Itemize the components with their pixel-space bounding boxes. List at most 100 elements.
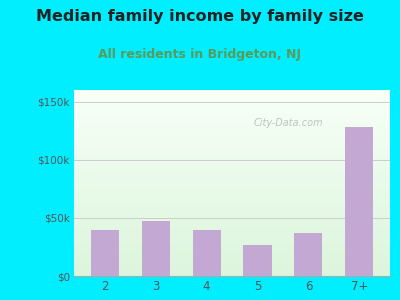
Bar: [74, 90, 390, 92]
Bar: [74, 105, 390, 107]
Bar: [74, 109, 390, 110]
Bar: [74, 213, 390, 214]
Bar: [74, 96, 390, 98]
Bar: [74, 230, 390, 231]
Bar: [74, 252, 390, 254]
Bar: [74, 254, 390, 256]
Bar: [244, 244, 272, 276]
Bar: [74, 164, 390, 166]
Bar: [74, 135, 390, 137]
Bar: [74, 274, 390, 276]
Bar: [74, 103, 390, 105]
Bar: [74, 256, 390, 257]
Bar: [74, 133, 390, 135]
Bar: [74, 120, 390, 122]
Bar: [294, 233, 322, 276]
Bar: [74, 124, 390, 125]
Bar: [74, 257, 390, 259]
Bar: [74, 155, 390, 157]
Bar: [74, 125, 390, 127]
Bar: [74, 94, 390, 96]
Text: City-Data.com: City-Data.com: [254, 118, 324, 128]
Bar: [74, 163, 390, 164]
Bar: [74, 176, 390, 177]
Bar: [74, 202, 390, 203]
Bar: [74, 172, 390, 174]
Bar: [74, 272, 390, 274]
Bar: [90, 230, 118, 276]
Bar: [74, 187, 390, 189]
Bar: [74, 228, 390, 230]
Bar: [74, 110, 390, 112]
Bar: [74, 237, 390, 239]
Bar: [74, 170, 390, 172]
Bar: [74, 239, 390, 241]
Bar: [74, 220, 390, 222]
Bar: [74, 116, 390, 118]
Bar: [74, 148, 390, 149]
Bar: [74, 244, 390, 246]
Bar: [74, 174, 390, 176]
Bar: [74, 246, 390, 248]
Bar: [74, 107, 390, 109]
Bar: [74, 92, 390, 94]
Bar: [74, 233, 390, 235]
Bar: [74, 192, 390, 194]
Bar: [74, 267, 390, 268]
Bar: [74, 157, 390, 159]
Bar: [74, 129, 390, 131]
Bar: [74, 226, 390, 228]
Bar: [74, 214, 390, 217]
Bar: [74, 131, 390, 133]
Bar: [74, 250, 390, 252]
Bar: [74, 211, 390, 213]
Bar: [74, 140, 390, 142]
Bar: [74, 112, 390, 114]
Bar: [74, 265, 390, 267]
Bar: [74, 153, 390, 155]
Bar: [74, 146, 390, 148]
Bar: [74, 194, 390, 196]
Bar: [74, 98, 390, 99]
Bar: [74, 166, 390, 168]
Bar: [74, 159, 390, 161]
Bar: [74, 99, 390, 101]
Bar: [74, 241, 390, 242]
Bar: [74, 224, 390, 226]
Bar: [74, 261, 390, 263]
Bar: [74, 142, 390, 144]
Bar: [74, 231, 390, 233]
Bar: [74, 203, 390, 205]
Bar: [74, 149, 390, 152]
Bar: [74, 189, 390, 190]
Text: All residents in Bridgeton, NJ: All residents in Bridgeton, NJ: [98, 48, 302, 61]
Bar: [74, 179, 390, 181]
Bar: [74, 168, 390, 170]
Bar: [74, 263, 390, 265]
Text: Median family income by family size: Median family income by family size: [36, 9, 364, 24]
Bar: [346, 127, 374, 276]
Bar: [74, 235, 390, 237]
Bar: [74, 270, 390, 272]
Bar: [74, 207, 390, 209]
Bar: [142, 221, 170, 276]
Bar: [74, 177, 390, 179]
Bar: [74, 138, 390, 140]
Bar: [74, 268, 390, 270]
Bar: [74, 190, 390, 192]
Bar: [74, 114, 390, 116]
Bar: [74, 198, 390, 200]
Bar: [74, 209, 390, 211]
Bar: [74, 217, 390, 218]
Bar: [74, 144, 390, 146]
Bar: [74, 196, 390, 198]
Bar: [74, 222, 390, 224]
Bar: [74, 122, 390, 124]
Bar: [74, 181, 390, 183]
Bar: [74, 259, 390, 261]
Bar: [74, 152, 390, 153]
Bar: [74, 161, 390, 163]
Bar: [74, 127, 390, 129]
Bar: [74, 183, 390, 185]
Bar: [74, 200, 390, 202]
